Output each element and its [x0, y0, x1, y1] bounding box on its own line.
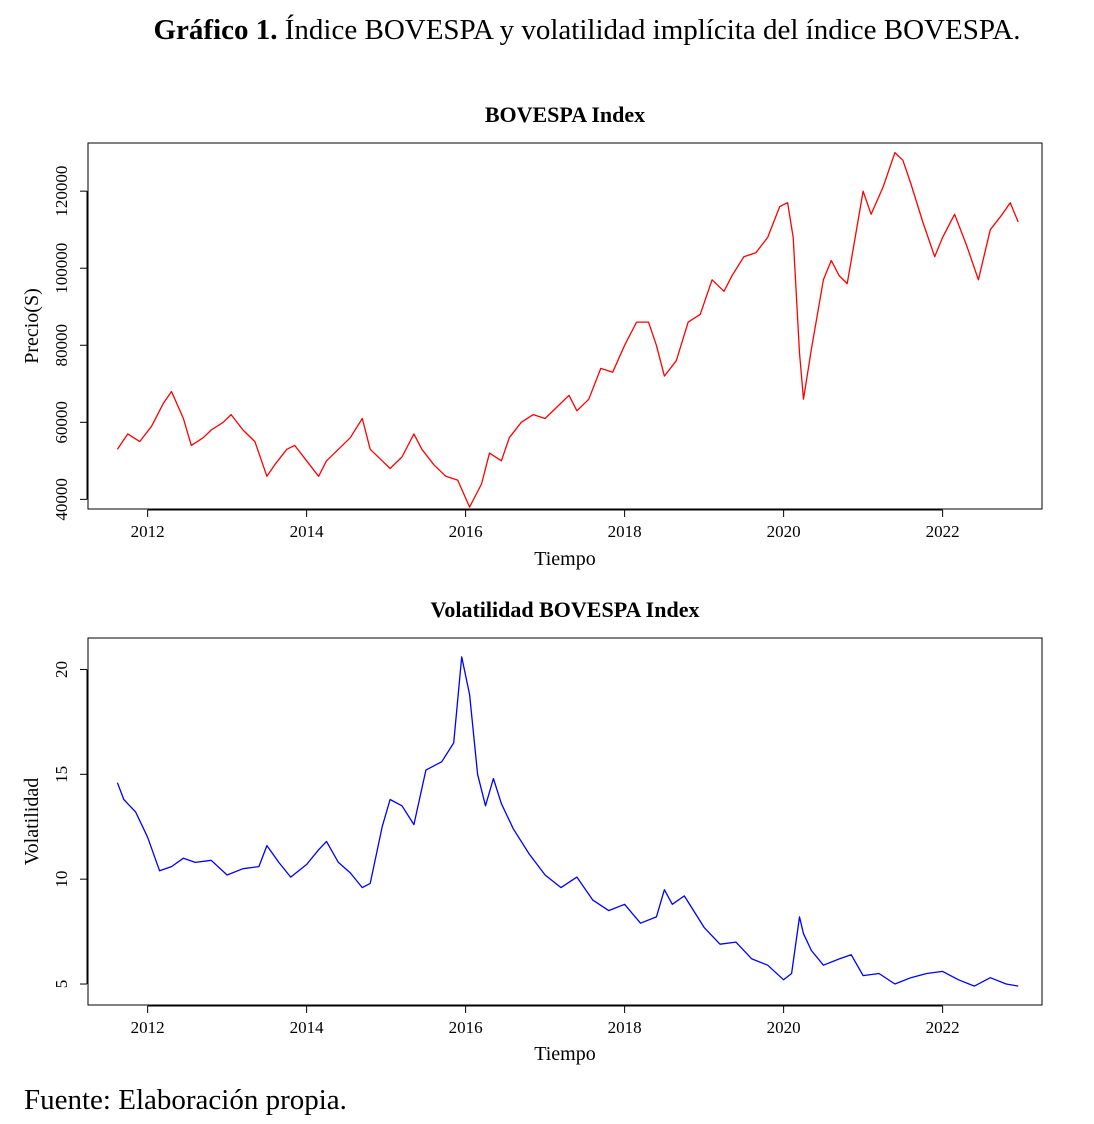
x-tick-label: 2022: [926, 1018, 960, 1037]
y-tick-label: 20: [52, 661, 71, 678]
volatility-y-axis-title: Volatilidad: [21, 778, 43, 865]
y-tick-label: 5: [52, 980, 71, 989]
x-tick-label: 2016: [449, 1018, 483, 1037]
y-tick-label: 80000: [52, 324, 71, 367]
volatility-x-axis-title: Tiempo: [534, 1043, 596, 1065]
x-tick-label: 2020: [767, 522, 801, 541]
y-tick-label: 40000: [52, 478, 71, 521]
x-tick-label: 2012: [131, 1018, 165, 1037]
index-chart: BOVESPA Index 2012 2014 2016 2018 2020 2022 400…: [21, 102, 1043, 570]
y-tick-label: 120000: [52, 166, 71, 217]
x-tick-label: 2020: [767, 1018, 801, 1037]
y-tick-label: 15: [52, 766, 71, 783]
x-tick-label: 2018: [608, 522, 642, 541]
volatility-plot-frame: [87, 637, 1043, 1006]
index-y-axis-title: Precio(S): [21, 288, 43, 364]
y-tick-label: 10: [52, 871, 71, 888]
figure-caption-text: Índice BOVESPA y volatilidad implícita d…: [277, 14, 1021, 46]
x-tick-label: 2014: [290, 1018, 325, 1037]
y-tick-label: 100000: [52, 243, 71, 294]
y-tick-label: 60000: [52, 401, 71, 444]
x-tick-label: 2014: [290, 522, 325, 541]
x-tick-label: 2018: [608, 1018, 642, 1037]
figure-number: Gráfico 1.: [153, 14, 278, 46]
volatility-series-line: [116, 656, 1019, 987]
source-note: Fuente: Elaboración propia.: [24, 1084, 347, 1116]
volatility-chart-title: Volatilidad BOVESPA Index: [431, 597, 700, 622]
x-tick-label: 2016: [449, 522, 483, 541]
index-chart-title: BOVESPA Index: [485, 102, 645, 127]
index-x-axis-title: Tiempo: [534, 548, 596, 570]
x-tick-label: 2012: [131, 522, 165, 541]
figure-caption: Gráfico 1. Índice BOVESPA y volatilidad …: [0, 14, 1094, 47]
index-plot-frame: [87, 142, 1043, 510]
x-tick-label: 2022: [926, 522, 960, 541]
index-series-line: [116, 151, 1019, 508]
